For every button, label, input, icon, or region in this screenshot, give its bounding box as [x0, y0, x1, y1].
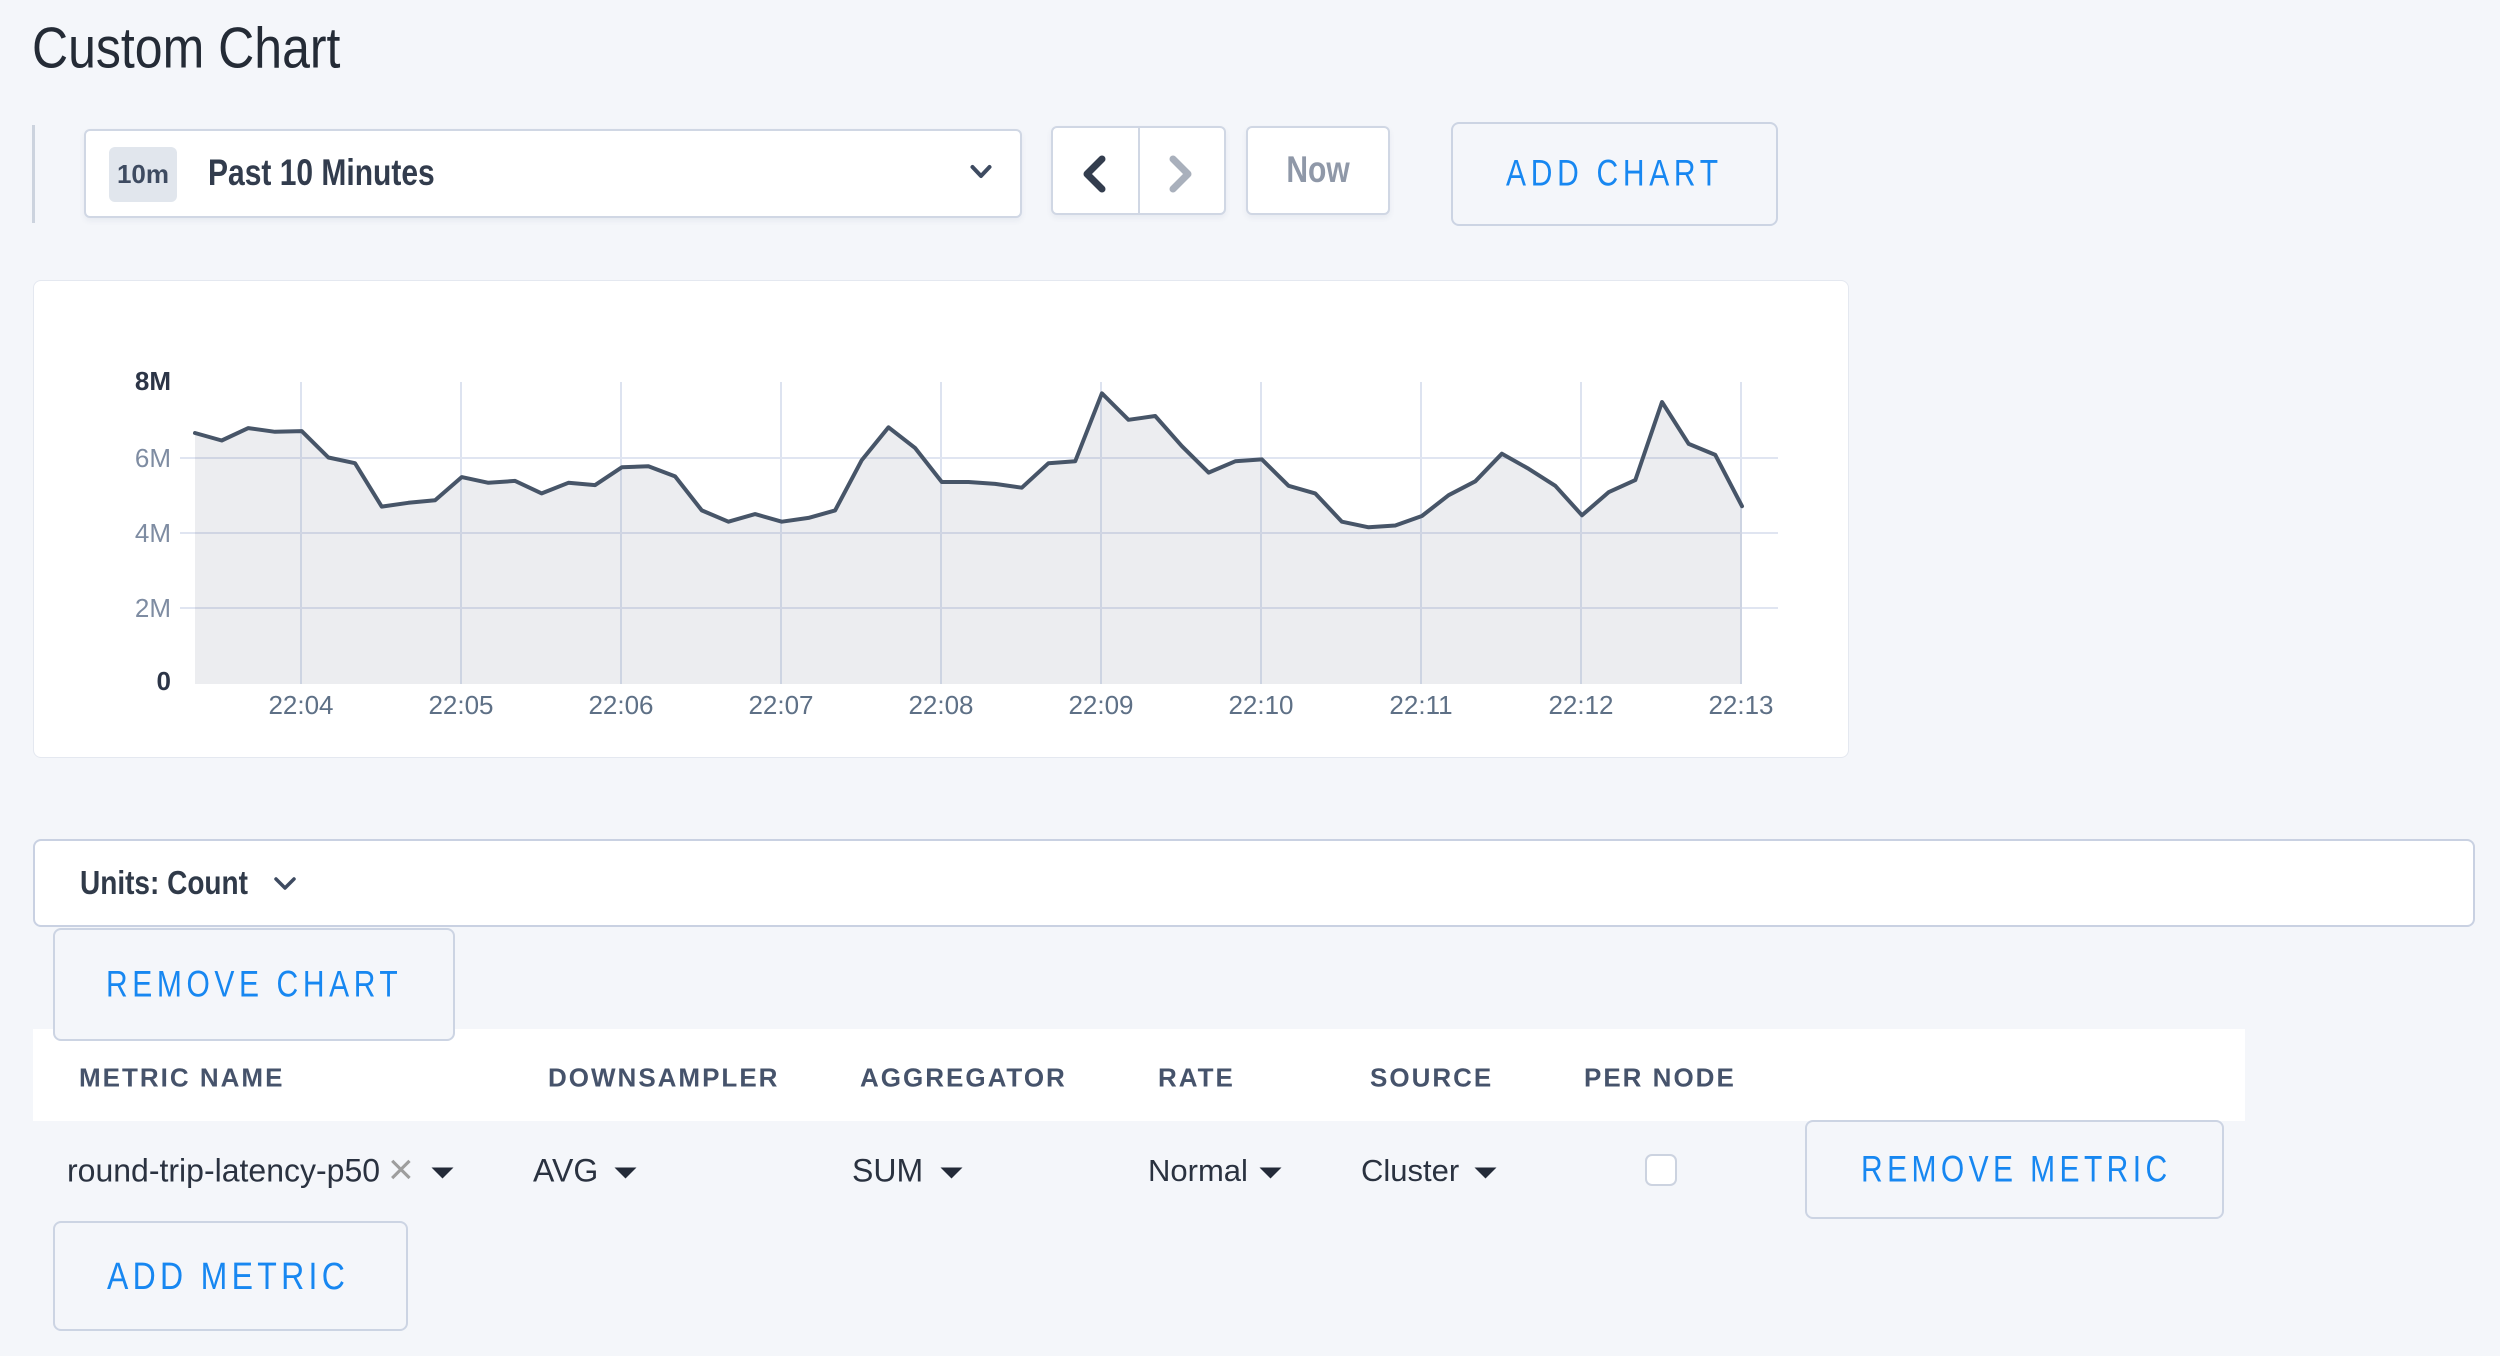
- svg-text:22:12: 22:12: [1548, 690, 1613, 720]
- svg-text:22:06: 22:06: [588, 690, 653, 720]
- svg-text:22:05: 22:05: [428, 690, 493, 720]
- svg-text:4M: 4M: [135, 518, 171, 548]
- svg-text:22:13: 22:13: [1708, 690, 1773, 720]
- svg-text:0: 0: [157, 666, 171, 696]
- svg-text:2M: 2M: [135, 593, 171, 623]
- svg-text:22:07: 22:07: [748, 690, 813, 720]
- svg-text:22:09: 22:09: [1068, 690, 1133, 720]
- svg-text:22:04: 22:04: [268, 690, 333, 720]
- svg-text:8M: 8M: [135, 366, 171, 396]
- svg-text:22:11: 22:11: [1389, 690, 1452, 720]
- svg-text:6M: 6M: [135, 443, 171, 473]
- svg-text:22:10: 22:10: [1228, 690, 1293, 720]
- svg-text:22:08: 22:08: [908, 690, 973, 720]
